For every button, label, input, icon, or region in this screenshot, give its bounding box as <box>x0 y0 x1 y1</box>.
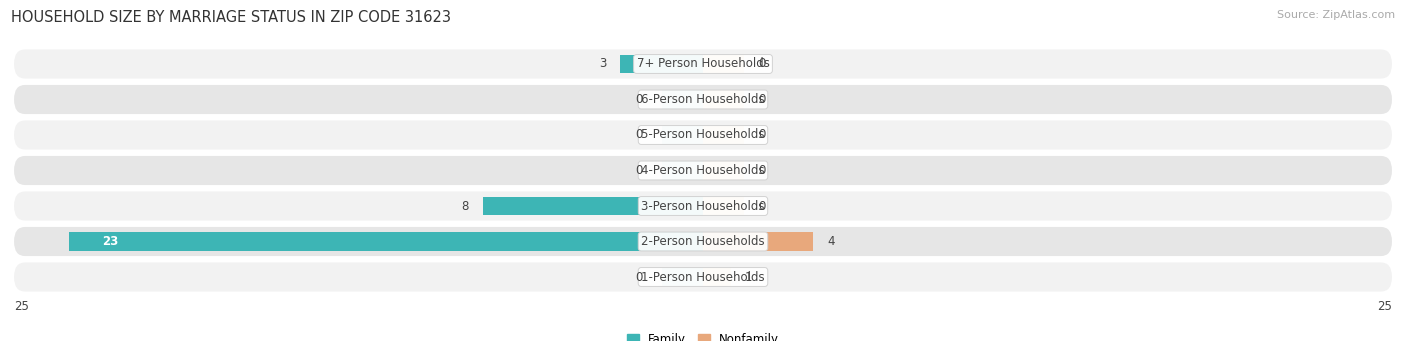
Text: 3: 3 <box>599 58 606 71</box>
Bar <box>703 197 744 215</box>
Bar <box>703 126 744 144</box>
FancyBboxPatch shape <box>14 85 1392 114</box>
Text: 7+ Person Households: 7+ Person Households <box>637 58 769 71</box>
Text: 4-Person Households: 4-Person Households <box>641 164 765 177</box>
Text: Source: ZipAtlas.com: Source: ZipAtlas.com <box>1277 10 1395 20</box>
Text: 23: 23 <box>103 235 118 248</box>
FancyBboxPatch shape <box>14 49 1392 78</box>
Text: 3-Person Households: 3-Person Households <box>641 199 765 212</box>
Bar <box>703 161 744 180</box>
Text: 0: 0 <box>758 93 765 106</box>
FancyBboxPatch shape <box>14 227 1392 256</box>
Bar <box>482 197 703 215</box>
Text: 2-Person Households: 2-Person Households <box>641 235 765 248</box>
Legend: Family, Nonfamily: Family, Nonfamily <box>621 329 785 341</box>
Text: 0: 0 <box>636 270 643 283</box>
Text: 0: 0 <box>758 199 765 212</box>
Text: 0: 0 <box>758 129 765 142</box>
Text: 1: 1 <box>744 270 752 283</box>
Bar <box>662 161 703 180</box>
Text: 25: 25 <box>14 300 30 313</box>
Bar <box>620 55 703 73</box>
Bar <box>662 268 703 286</box>
Text: 0: 0 <box>758 164 765 177</box>
Text: 1-Person Households: 1-Person Households <box>641 270 765 283</box>
Text: 0: 0 <box>636 164 643 177</box>
Bar <box>662 90 703 109</box>
FancyBboxPatch shape <box>14 156 1392 185</box>
Bar <box>703 90 744 109</box>
FancyBboxPatch shape <box>14 191 1392 221</box>
Text: 4: 4 <box>827 235 835 248</box>
FancyBboxPatch shape <box>14 263 1392 292</box>
Text: 6-Person Households: 6-Person Households <box>641 93 765 106</box>
Text: HOUSEHOLD SIZE BY MARRIAGE STATUS IN ZIP CODE 31623: HOUSEHOLD SIZE BY MARRIAGE STATUS IN ZIP… <box>11 10 451 25</box>
Bar <box>703 232 813 251</box>
Bar <box>703 268 731 286</box>
Bar <box>662 126 703 144</box>
Text: 8: 8 <box>461 199 468 212</box>
Text: 0: 0 <box>636 129 643 142</box>
Bar <box>703 55 744 73</box>
Text: 25: 25 <box>1376 300 1392 313</box>
Bar <box>69 232 703 251</box>
Text: 5-Person Households: 5-Person Households <box>641 129 765 142</box>
Text: 0: 0 <box>758 58 765 71</box>
Text: 0: 0 <box>636 93 643 106</box>
FancyBboxPatch shape <box>14 120 1392 150</box>
